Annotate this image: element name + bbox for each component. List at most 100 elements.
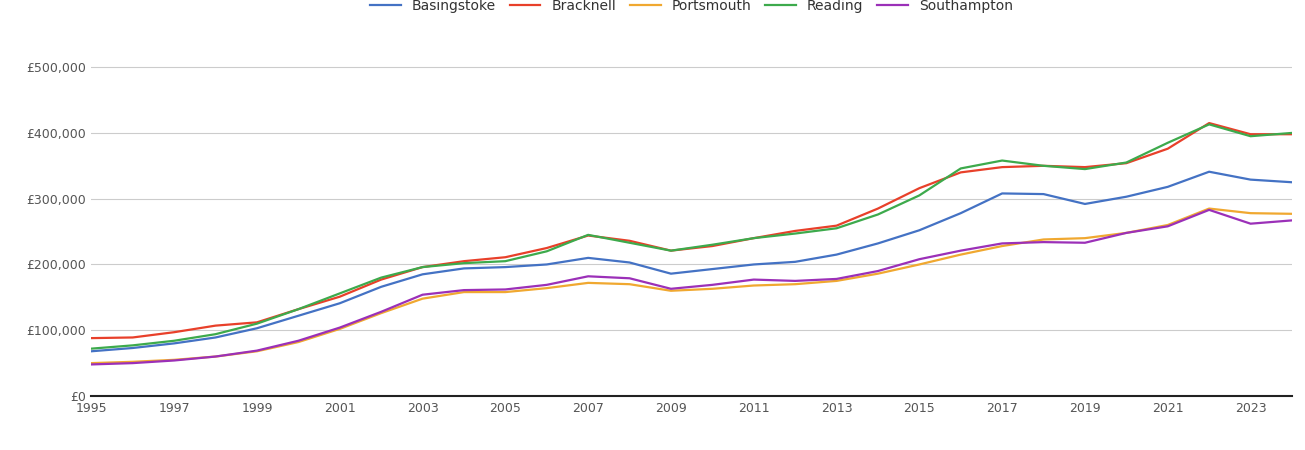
Southampton <box>663 286 679 292</box>
Bracknell <box>1036 163 1052 168</box>
Reading <box>1118 160 1134 165</box>
Portsmouth <box>994 243 1010 249</box>
Portsmouth <box>497 289 513 295</box>
Reading <box>497 258 513 264</box>
Reading <box>870 212 886 217</box>
Basingstoke <box>746 262 762 267</box>
Basingstoke <box>207 335 223 340</box>
Southampton <box>539 282 555 288</box>
Basingstoke <box>373 284 389 289</box>
Portsmouth <box>581 280 596 286</box>
Portsmouth <box>746 283 762 288</box>
Basingstoke <box>1077 201 1092 207</box>
Bracknell <box>497 255 513 260</box>
Basingstoke <box>787 259 803 265</box>
Bracknell <box>1242 131 1258 137</box>
Southampton <box>497 287 513 292</box>
Portsmouth <box>84 360 99 366</box>
Southampton <box>787 278 803 284</box>
Reading <box>373 275 389 280</box>
Portsmouth <box>291 339 307 345</box>
Basingstoke <box>415 272 431 277</box>
Basingstoke <box>829 252 844 257</box>
Portsmouth <box>373 310 389 316</box>
Portsmouth <box>621 282 637 287</box>
Bracknell <box>1160 146 1176 151</box>
Basingstoke <box>705 266 720 272</box>
Southampton <box>166 358 181 363</box>
Bracknell <box>994 164 1010 170</box>
Portsmouth <box>911 262 927 267</box>
Bracknell <box>457 258 472 264</box>
Basingstoke <box>291 313 307 319</box>
Southampton <box>457 288 472 293</box>
Basingstoke <box>1160 184 1176 189</box>
Portsmouth <box>870 271 886 276</box>
Southampton <box>1202 207 1218 212</box>
Reading <box>911 193 927 198</box>
Portsmouth <box>207 354 223 359</box>
Legend: Basingstoke, Bracknell, Portsmouth, Reading, Southampton: Basingstoke, Bracknell, Portsmouth, Read… <box>371 0 1013 14</box>
Bracknell <box>207 323 223 328</box>
Southampton <box>705 282 720 288</box>
Bracknell <box>829 223 844 228</box>
Southampton <box>953 248 968 253</box>
Bracknell <box>84 335 99 341</box>
Portsmouth <box>1118 230 1134 236</box>
Reading <box>581 232 596 238</box>
Reading <box>953 166 968 171</box>
Portsmouth <box>539 285 555 291</box>
Bracknell <box>1202 120 1218 126</box>
Line: Bracknell: Bracknell <box>91 123 1292 338</box>
Reading <box>1242 134 1258 139</box>
Bracknell <box>331 294 347 299</box>
Reading <box>84 346 99 351</box>
Line: Portsmouth: Portsmouth <box>91 208 1292 363</box>
Portsmouth <box>166 357 181 363</box>
Southampton <box>911 256 927 262</box>
Bracknell <box>249 320 265 325</box>
Bracknell <box>539 245 555 251</box>
Southampton <box>207 354 223 359</box>
Basingstoke <box>457 266 472 271</box>
Bracknell <box>621 238 637 243</box>
Portsmouth <box>705 286 720 292</box>
Basingstoke <box>331 301 347 306</box>
Portsmouth <box>829 278 844 284</box>
Bracknell <box>291 306 307 312</box>
Reading <box>331 291 347 296</box>
Basingstoke <box>1202 169 1218 175</box>
Basingstoke <box>1118 194 1134 199</box>
Bracknell <box>953 170 968 175</box>
Basingstoke <box>539 262 555 267</box>
Basingstoke <box>497 265 513 270</box>
Southampton <box>291 338 307 343</box>
Southampton <box>331 325 347 330</box>
Reading <box>1077 166 1092 172</box>
Southampton <box>1242 221 1258 226</box>
Southampton <box>621 275 637 281</box>
Southampton <box>125 360 141 366</box>
Portsmouth <box>1202 206 1218 211</box>
Basingstoke <box>911 228 927 233</box>
Reading <box>994 158 1010 163</box>
Bracknell <box>125 335 141 340</box>
Bracknell <box>705 243 720 249</box>
Portsmouth <box>1284 211 1300 216</box>
Bracknell <box>746 235 762 241</box>
Reading <box>787 231 803 236</box>
Southampton <box>84 362 99 367</box>
Basingstoke <box>994 191 1010 196</box>
Southampton <box>1160 224 1176 229</box>
Basingstoke <box>1284 180 1300 185</box>
Portsmouth <box>125 359 141 364</box>
Southampton <box>373 309 389 315</box>
Portsmouth <box>953 252 968 257</box>
Southampton <box>746 277 762 282</box>
Southampton <box>994 241 1010 246</box>
Reading <box>829 225 844 231</box>
Basingstoke <box>1036 191 1052 197</box>
Basingstoke <box>249 325 265 331</box>
Portsmouth <box>663 288 679 293</box>
Reading <box>539 248 555 254</box>
